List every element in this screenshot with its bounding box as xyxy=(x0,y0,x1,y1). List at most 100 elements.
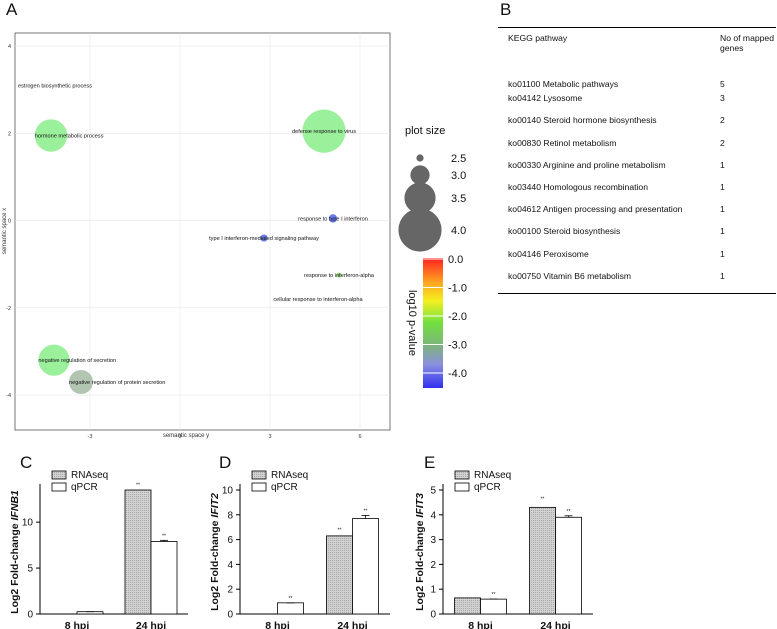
legend-label: RNAseq xyxy=(474,470,511,481)
size-legend-circle xyxy=(398,208,442,252)
y-tick-label: 10 xyxy=(222,486,234,497)
panel-label-d: D xyxy=(219,453,232,472)
size-legend-label: 2.5 xyxy=(451,153,466,165)
significance-mark: ** xyxy=(541,497,545,503)
y-tick-label: -4 xyxy=(6,393,11,399)
size-legend-title: plot size xyxy=(405,125,445,137)
term-points: estrogen biosynthetic process hormone met… xyxy=(18,83,375,395)
y-tick-label: 6 xyxy=(227,535,233,546)
panel-label-a: A xyxy=(6,0,18,19)
y-axis-label: Log2 Fold-change IFNB1 xyxy=(9,490,21,614)
pathway-cell: ko04146 Peroxisome xyxy=(508,248,589,259)
genes-cell: 1 xyxy=(720,270,725,281)
y-tick-label: -2 xyxy=(6,306,11,312)
size-legend-label: 3.0 xyxy=(451,170,466,182)
kegg-row: ko00750 Vitamin B6 metabolism 1 xyxy=(498,271,776,293)
y-tick-label: 0 xyxy=(8,219,11,225)
legend-label: qPCR xyxy=(71,482,98,493)
size-legend-circle xyxy=(404,182,436,214)
pathway-cell: ko04612 Antigen processing and presentat… xyxy=(508,204,683,215)
significance-mark: ** xyxy=(492,592,496,598)
term-label: negative regulation of protein secretion xyxy=(69,380,165,386)
pathway-cell: ko00140 Steroid hormone biosynthesis xyxy=(508,115,657,126)
kegg-row: ko01100 Metabolic pathways 5 xyxy=(498,71,776,93)
x-tick-label: 0 xyxy=(178,434,181,440)
size-legend-label: 3.5 xyxy=(451,193,466,205)
term-bubble xyxy=(328,214,338,223)
y-tick-label: 4 xyxy=(227,560,233,571)
genes-cell: 1 xyxy=(720,226,725,237)
bar xyxy=(529,506,556,615)
y-tick-label: 8 xyxy=(227,510,233,521)
genes-cell: 2 xyxy=(720,115,725,126)
pathway-cell: ko04142 Lysosome xyxy=(508,93,583,104)
y-tick-label: 5 xyxy=(430,486,436,497)
term-label: cellular response to interferon-alpha xyxy=(273,297,363,303)
bar xyxy=(326,535,353,615)
kegg-row: ko00140 Steroid hormone biosynthesis 2 xyxy=(498,115,776,137)
term-bubble xyxy=(302,109,346,153)
significance-mark: ** xyxy=(136,483,140,489)
plot-legend: plot size 2.5 3.0 3.5 4.0 0.0 -1.0 -2.0 -3.0 -4… xyxy=(398,125,467,388)
x-tick-label: 6 xyxy=(358,434,361,440)
x-axis-label: semantic space y xyxy=(163,433,209,439)
grid-lines xyxy=(15,33,390,430)
y-axis-label: semantic space x xyxy=(2,208,8,254)
genes-cell: 3 xyxy=(720,93,725,104)
color-tick-label: -1.0 xyxy=(448,283,467,295)
table-bottom-rule xyxy=(498,292,776,294)
pathway-cell: ko00830 Retinol metabolism xyxy=(508,137,617,148)
pathway-cell: ko01100 Metabolic pathways xyxy=(508,79,619,89)
legend-swatch xyxy=(454,482,470,492)
bar xyxy=(277,602,304,615)
legend-swatch xyxy=(51,470,67,480)
y-tick-label: 3 xyxy=(430,535,436,546)
term-label: negative regulation of secretion xyxy=(38,358,116,364)
color-tick-label: -2.0 xyxy=(448,311,467,323)
pathway-cell: ko03440 Homologous recombination xyxy=(508,181,648,192)
kegg-table: KEGG pathway No of mapped genes ko01100 … xyxy=(498,28,776,293)
term-bubble xyxy=(69,370,93,395)
axis-ticks: -3 0 3 6 4 2 0 -2 -4 xyxy=(6,44,361,440)
color-tick-label: -3.0 xyxy=(448,340,467,352)
kegg-table-body: ko01100 Metabolic pathways 5 ko04142 Lysos… xyxy=(498,71,776,293)
bar xyxy=(555,516,582,615)
term-bubble xyxy=(34,119,68,152)
legend-label: qPCR xyxy=(271,482,298,493)
table-top-rule xyxy=(498,27,776,28)
y-axis-label: Log2 Fold-change IFIT3 xyxy=(414,493,426,611)
pathway-cell: ko00100 Steroid biosynthesis xyxy=(508,226,621,237)
term-label: response to interferon-alpha xyxy=(304,273,375,279)
color-legend-title: log10 p-value xyxy=(406,290,418,356)
color-scale-bar xyxy=(423,258,443,388)
header-genes: No of mapped genes xyxy=(720,33,774,53)
kegg-row: ko00100 Steroid biosynthesis 1 xyxy=(498,226,776,248)
term-label: type I interferon-mediated signaling pat… xyxy=(209,236,319,242)
significance-mark: ** xyxy=(567,509,571,515)
genes-cell: 1 xyxy=(720,248,725,259)
size-legend-label: 4.0 xyxy=(451,225,466,237)
term-label: response to type I interferon xyxy=(298,216,368,222)
bar xyxy=(454,597,481,615)
size-legend-circle xyxy=(416,154,424,162)
term-bubble xyxy=(38,344,70,376)
bar xyxy=(150,541,178,615)
y-tick-label: 5 xyxy=(27,564,33,575)
x-tick-label: 24 hpi xyxy=(337,620,367,629)
y-tick-label: 4 xyxy=(430,510,436,521)
y-tick-label: 4 xyxy=(8,44,11,50)
term-bubble xyxy=(260,234,268,242)
x-tick-label: 8 hpi xyxy=(468,620,493,629)
kegg-row: ko04612 Antigen processing and presentat… xyxy=(498,204,776,226)
y-tick-label: 0 xyxy=(227,610,233,621)
kegg-row: ko03440 Homologous recombination 1 xyxy=(498,182,776,204)
legend-label: RNAseq xyxy=(271,470,308,481)
panel-label-e: E xyxy=(424,453,436,472)
bar xyxy=(124,489,152,615)
y-tick-label: 0 xyxy=(27,610,33,621)
significance-mark: ** xyxy=(364,508,368,514)
genes-cell: 1 xyxy=(720,204,725,215)
legend-swatch xyxy=(251,482,267,492)
significance-mark: ** xyxy=(338,527,342,533)
